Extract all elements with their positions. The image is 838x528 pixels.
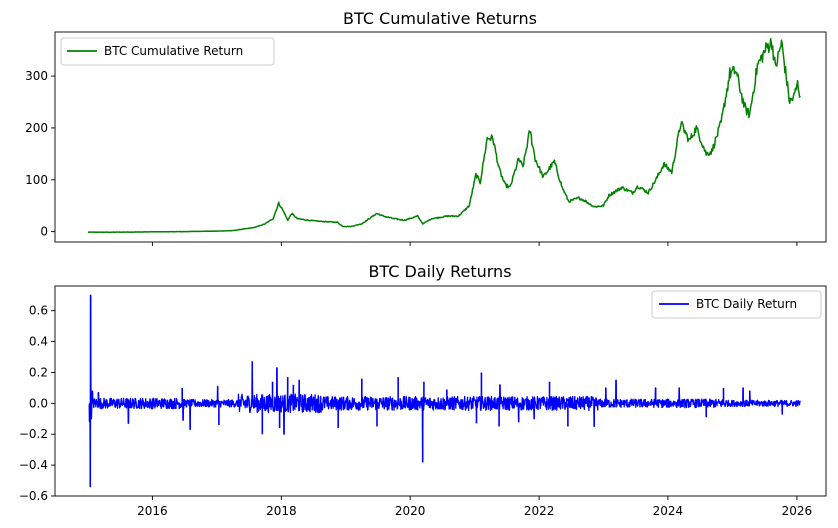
daily-return-line: [88, 294, 801, 488]
x-tick-label: 2018: [266, 504, 297, 518]
daily-legend-label: BTC Daily Return: [696, 297, 797, 311]
daily-plot-frame: [54, 285, 827, 497]
daily-legend: BTC Daily Return: [651, 290, 822, 319]
x-tick-label: 2026: [782, 504, 813, 518]
daily-x-axis: 2016 2018 2020 2022 2024 2026: [137, 496, 812, 518]
cumulative-series: [87, 38, 801, 233]
daily-plot-area: [55, 286, 826, 496]
cumulative-returns-panel: BTC Cumulative Returns 0 100 200 300 BTC Cu…: [25, 9, 827, 246]
y-tick-label: 100: [25, 173, 48, 187]
y-tick-label: 0.4: [29, 335, 48, 349]
y-tick-label: −0.6: [19, 489, 48, 503]
daily-y-axis: −0.6 −0.4 −0.2 0.0 0.2 0.4 0.6: [19, 304, 55, 503]
cumulative-plot-area: [55, 32, 826, 242]
y-tick-label: 300: [25, 69, 48, 83]
cumulative-x-axis: [151, 242, 798, 246]
y-tick-label: 0.6: [29, 304, 48, 318]
y-tick-label: −0.4: [19, 458, 48, 472]
daily-returns-panel: BTC Daily Returns −0.6 −0.4 −0.2 0.0 0.2 0.4 0…: [19, 262, 827, 518]
x-tick-label: 2024: [653, 504, 684, 518]
cumulative-chart-title: BTC Cumulative Returns: [343, 9, 537, 28]
cumulative-plot-frame: [54, 31, 827, 243]
x-tick-label: 2022: [524, 504, 555, 518]
daily-legend-box: [651, 290, 822, 319]
x-tick-label: 2016: [137, 504, 168, 518]
y-tick-label: 200: [25, 121, 48, 135]
y-tick-label: 0.0: [29, 396, 48, 410]
x-tick-label: 2020: [395, 504, 426, 518]
y-tick-label: −0.2: [19, 427, 48, 441]
cumulative-legend: BTC Cumulative Return: [60, 37, 275, 66]
daily-series: [88, 294, 801, 488]
y-tick-label: 0.2: [29, 365, 48, 379]
daily-chart-title: BTC Daily Returns: [368, 262, 511, 281]
y-tick-label: 0: [40, 225, 48, 239]
cumulative-y-axis: 0 100 200 300: [25, 69, 55, 239]
cumulative-legend-box: [60, 37, 275, 66]
cumulative-return-line: [87, 38, 801, 233]
cumulative-legend-label: BTC Cumulative Return: [104, 44, 243, 58]
